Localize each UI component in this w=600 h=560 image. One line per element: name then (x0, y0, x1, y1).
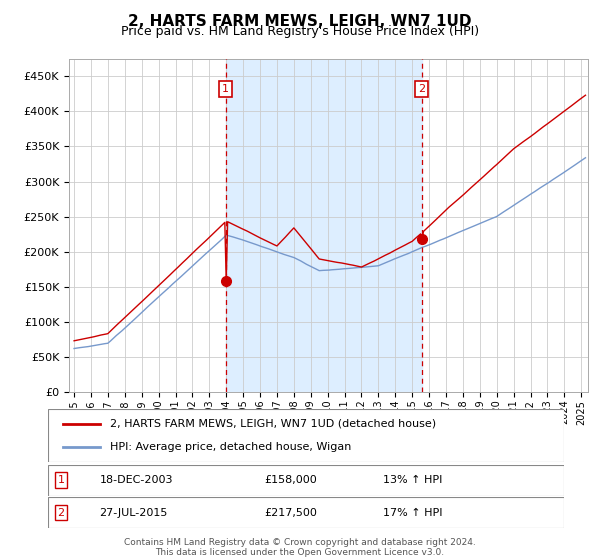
Text: Price paid vs. HM Land Registry's House Price Index (HPI): Price paid vs. HM Land Registry's House … (121, 25, 479, 38)
Text: 27-JUL-2015: 27-JUL-2015 (100, 508, 168, 517)
Text: 1: 1 (58, 475, 64, 485)
Text: £217,500: £217,500 (265, 508, 317, 517)
Text: 2, HARTS FARM MEWS, LEIGH, WN7 1UD (detached house): 2, HARTS FARM MEWS, LEIGH, WN7 1UD (deta… (110, 419, 436, 429)
Text: 17% ↑ HPI: 17% ↑ HPI (383, 508, 443, 517)
Bar (226, 59, 422, 392)
Text: 2: 2 (58, 508, 64, 517)
Text: HPI: Average price, detached house, Wigan: HPI: Average price, detached house, Wiga… (110, 442, 351, 452)
Text: 2: 2 (418, 84, 425, 94)
Text: Contains HM Land Registry data © Crown copyright and database right 2024.
This d: Contains HM Land Registry data © Crown c… (124, 538, 476, 557)
Text: £158,000: £158,000 (265, 475, 317, 485)
Text: 1: 1 (222, 84, 229, 94)
Text: 2, HARTS FARM MEWS, LEIGH, WN7 1UD: 2, HARTS FARM MEWS, LEIGH, WN7 1UD (128, 14, 472, 29)
Text: 13% ↑ HPI: 13% ↑ HPI (383, 475, 443, 485)
Text: 18-DEC-2003: 18-DEC-2003 (100, 475, 173, 485)
